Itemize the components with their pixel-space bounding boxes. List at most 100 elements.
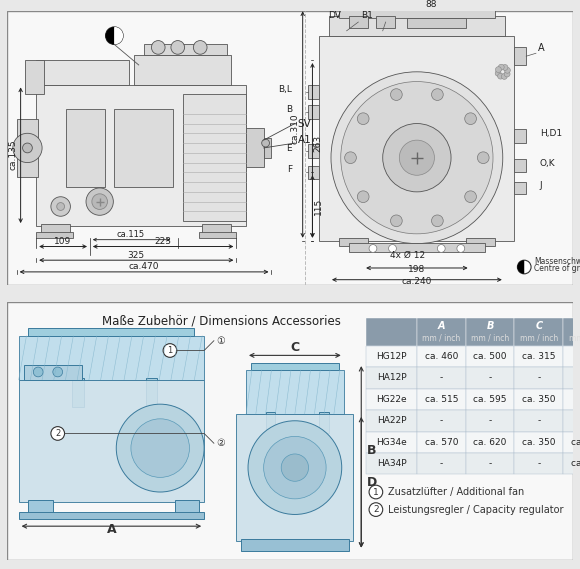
Circle shape — [437, 245, 445, 253]
Text: ca. 350: ca. 350 — [522, 395, 556, 404]
Bar — [466, 367, 514, 389]
Text: ca.470: ca.470 — [128, 262, 159, 271]
Circle shape — [495, 67, 501, 72]
Circle shape — [390, 215, 402, 226]
Circle shape — [432, 215, 443, 226]
Text: ca. 370: ca. 370 — [571, 459, 580, 468]
Text: ca. 620: ca. 620 — [473, 438, 507, 447]
Text: DV: DV — [328, 11, 341, 20]
Bar — [28, 500, 53, 513]
Bar — [417, 410, 466, 431]
Circle shape — [116, 404, 204, 492]
Text: 1: 1 — [373, 488, 379, 497]
Text: ca. 500: ca. 500 — [473, 352, 507, 361]
Circle shape — [151, 40, 165, 54]
Text: -: - — [488, 417, 492, 425]
Text: C: C — [291, 341, 299, 354]
Text: B: B — [487, 321, 494, 332]
Text: E: E — [287, 144, 292, 153]
Circle shape — [331, 72, 503, 244]
Bar — [28, 328, 194, 336]
Bar — [24, 60, 44, 94]
Bar — [19, 336, 204, 380]
Text: mm / inch: mm / inch — [520, 333, 558, 343]
Circle shape — [13, 133, 42, 163]
Text: 198: 198 — [408, 265, 426, 274]
Circle shape — [57, 203, 64, 211]
Bar — [36, 232, 73, 238]
Bar — [202, 224, 231, 234]
Text: 325: 325 — [127, 251, 144, 260]
Bar — [339, 9, 495, 18]
Circle shape — [92, 194, 107, 209]
Circle shape — [383, 123, 451, 192]
Circle shape — [477, 152, 489, 163]
Circle shape — [389, 245, 396, 253]
Text: ca. 515: ca. 515 — [425, 395, 458, 404]
Text: 88: 88 — [426, 1, 437, 10]
Text: 2: 2 — [55, 429, 60, 438]
Text: mm / inch: mm / inch — [471, 333, 509, 343]
Bar — [36, 60, 129, 85]
Bar — [514, 367, 563, 389]
Text: mm / inch: mm / inch — [422, 333, 461, 343]
Text: B1: B1 — [361, 11, 373, 20]
Text: -: - — [537, 459, 541, 468]
Bar — [514, 389, 563, 410]
Wedge shape — [517, 260, 524, 274]
Text: Leistungsregler / Capacity regulator: Leistungsregler / Capacity regulator — [387, 505, 563, 514]
Text: ca. 570: ca. 570 — [425, 438, 458, 447]
Bar — [417, 367, 466, 389]
Text: ca. 350: ca. 350 — [522, 438, 556, 447]
Bar — [307, 105, 319, 119]
Bar — [366, 389, 417, 410]
Circle shape — [399, 140, 434, 175]
Text: A: A — [538, 43, 545, 53]
Text: HA34P: HA34P — [376, 459, 407, 468]
Text: J: J — [540, 181, 542, 190]
Circle shape — [390, 89, 402, 101]
Circle shape — [369, 245, 377, 253]
Circle shape — [505, 67, 510, 73]
Circle shape — [264, 436, 326, 499]
Circle shape — [341, 81, 493, 234]
Bar — [466, 389, 514, 410]
Bar — [329, 16, 505, 36]
Circle shape — [51, 197, 70, 216]
Text: HA22P: HA22P — [377, 417, 406, 425]
Bar — [319, 36, 514, 241]
Bar — [563, 345, 580, 367]
Bar — [246, 129, 264, 167]
Bar — [366, 431, 417, 453]
Wedge shape — [114, 27, 123, 44]
Bar — [349, 16, 368, 28]
Text: ca.115: ca.115 — [117, 230, 145, 239]
Bar — [417, 345, 466, 367]
Circle shape — [517, 260, 531, 274]
Circle shape — [504, 71, 510, 77]
Bar — [366, 318, 417, 345]
Bar — [146, 378, 157, 407]
Circle shape — [357, 191, 369, 203]
Bar — [319, 412, 329, 434]
Circle shape — [106, 27, 123, 44]
Text: -: - — [440, 373, 443, 382]
Bar — [376, 16, 396, 28]
Circle shape — [345, 152, 356, 163]
Text: 115: 115 — [314, 198, 323, 215]
Circle shape — [171, 40, 184, 54]
Bar — [514, 431, 563, 453]
Bar — [307, 166, 319, 179]
Bar — [175, 500, 200, 513]
Text: HG22e: HG22e — [376, 395, 407, 404]
Bar — [17, 119, 38, 177]
Circle shape — [51, 427, 64, 440]
Circle shape — [262, 139, 270, 147]
Bar — [514, 453, 563, 475]
Text: A: A — [437, 321, 445, 332]
Circle shape — [495, 71, 501, 76]
Bar — [514, 345, 563, 367]
Bar — [134, 55, 231, 85]
Bar — [366, 367, 417, 389]
Circle shape — [432, 89, 443, 101]
